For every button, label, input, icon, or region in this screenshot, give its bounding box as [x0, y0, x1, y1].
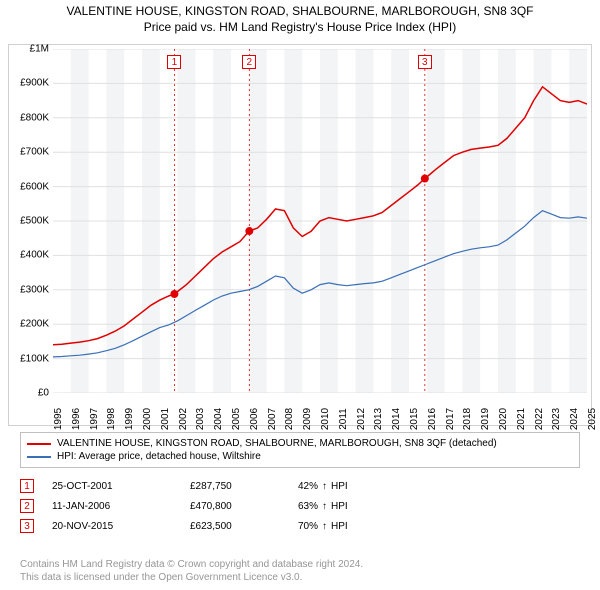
y-tick-label: £1M	[30, 44, 49, 55]
x-tick-label: 2008	[284, 408, 295, 430]
x-tick-label: 2024	[569, 408, 580, 430]
x-tick-label: 2004	[213, 408, 224, 430]
x-tick-label: 2012	[356, 408, 367, 430]
x-tick-label: 2013	[373, 408, 384, 430]
chart-svg	[53, 49, 587, 393]
legend-label: HPI: Average price, detached house, Wilt…	[57, 450, 261, 463]
footer-line1: Contains HM Land Registry data © Crown c…	[20, 559, 363, 572]
marker-label-3: 3	[418, 55, 432, 69]
legend-row: VALENTINE HOUSE, KINGSTON ROAD, SHALBOUR…	[27, 437, 573, 450]
footer-line2: This data is licensed under the Open Gov…	[20, 572, 363, 585]
chart-plot-area: 1 2 3	[53, 49, 587, 393]
y-tick-label: £600K	[20, 181, 49, 192]
legend: VALENTINE HOUSE, KINGSTON ROAD, SHALBOUR…	[20, 432, 580, 468]
x-tick-label: 2014	[391, 408, 402, 430]
x-tick-label: 2007	[267, 408, 278, 430]
x-tick-label: 2009	[302, 408, 313, 430]
transaction-price: £470,800	[190, 501, 280, 512]
x-tick-label: 2021	[516, 408, 527, 430]
transaction-hpi-diff: 70%↑HPI	[298, 521, 348, 532]
transaction-price: £623,500	[190, 521, 280, 532]
transaction-date: 11-JAN-2006	[52, 501, 172, 512]
x-tick-label: 2010	[320, 408, 331, 430]
legend-swatch	[27, 456, 51, 458]
x-tick-label: 1995	[53, 408, 64, 430]
transaction-row: 3 20-NOV-2015 £623,500 70%↑HPI	[20, 516, 580, 536]
y-tick-label: £800K	[20, 112, 49, 123]
transactions-table: 1 25-OCT-2001 £287,750 42%↑HPI 2 11-JAN-2006 £…	[20, 476, 580, 536]
x-tick-label: 2020	[498, 408, 509, 430]
x-tick-label: 2018	[462, 408, 473, 430]
y-tick-label: £700K	[20, 147, 49, 158]
legend-label: VALENTINE HOUSE, KINGSTON ROAD, SHALBOUR…	[57, 437, 497, 450]
x-tick-label: 2002	[178, 408, 189, 430]
x-tick-label: 2025	[587, 408, 598, 430]
title-line1: VALENTINE HOUSE, KINGSTON ROAD, SHALBOUR…	[0, 4, 600, 18]
transaction-row: 1 25-OCT-2001 £287,750 42%↑HPI	[20, 476, 580, 496]
x-axis: 1995199619971998199920002001200220032004…	[53, 391, 587, 425]
y-tick-label: £500K	[20, 216, 49, 227]
x-tick-label: 2019	[480, 408, 491, 430]
x-tick-label: 1996	[71, 408, 82, 430]
y-tick-label: £0	[38, 388, 49, 399]
x-tick-label: 2015	[409, 408, 420, 430]
x-tick-label: 2003	[195, 408, 206, 430]
transaction-price: £287,750	[190, 481, 280, 492]
legend-row: HPI: Average price, detached house, Wilt…	[27, 450, 573, 463]
transaction-row: 2 11-JAN-2006 £470,800 63%↑HPI	[20, 496, 580, 516]
y-tick-label: £900K	[20, 78, 49, 89]
arrow-up-icon: ↑	[322, 481, 327, 492]
x-tick-label: 2017	[445, 408, 456, 430]
data-attribution: Contains HM Land Registry data © Crown c…	[20, 559, 363, 584]
y-tick-label: £100K	[20, 353, 49, 364]
chart-title-block: VALENTINE HOUSE, KINGSTON ROAD, SHALBOUR…	[0, 0, 600, 34]
marker-label-1: 1	[167, 55, 181, 69]
title-line2: Price paid vs. HM Land Registry's House …	[0, 20, 600, 34]
transaction-marker-number: 1	[20, 479, 34, 493]
arrow-up-icon: ↑	[322, 521, 327, 532]
transaction-hpi-diff: 42%↑HPI	[298, 481, 348, 492]
arrow-up-icon: ↑	[322, 501, 327, 512]
transaction-marker-number: 2	[20, 499, 34, 513]
transaction-marker-number: 3	[20, 519, 34, 533]
transaction-hpi-diff: 63%↑HPI	[298, 501, 348, 512]
x-tick-label: 2022	[534, 408, 545, 430]
x-tick-label: 2001	[160, 408, 171, 430]
x-tick-label: 2011	[338, 408, 349, 430]
y-tick-label: £300K	[20, 284, 49, 295]
marker-label-2: 2	[242, 55, 256, 69]
x-tick-label: 1999	[124, 408, 135, 430]
legend-swatch	[27, 443, 51, 445]
x-tick-label: 1998	[106, 408, 117, 430]
y-tick-label: £400K	[20, 250, 49, 261]
x-tick-label: 2023	[551, 408, 562, 430]
x-tick-label: 2005	[231, 408, 242, 430]
x-tick-label: 1997	[89, 408, 100, 430]
x-tick-label: 2016	[427, 408, 438, 430]
transaction-date: 25-OCT-2001	[52, 481, 172, 492]
y-tick-label: £200K	[20, 319, 49, 330]
transaction-date: 20-NOV-2015	[52, 521, 172, 532]
chart-container: £0 £100K £200K £300K £400K £500K £600K £700K £80…	[8, 44, 592, 426]
x-tick-label: 2000	[142, 408, 153, 430]
x-tick-label: 2006	[249, 408, 260, 430]
y-axis: £0£100K£200K£300K£400K£500K£600K£700K£80…	[9, 49, 53, 393]
